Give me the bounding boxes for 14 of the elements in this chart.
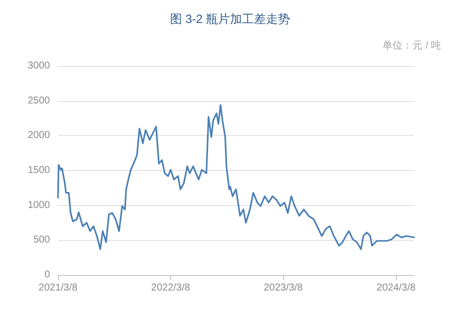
x-tick-label: 2024/3/8 — [376, 282, 416, 294]
y-tick-label: 2500 — [28, 95, 50, 106]
y-tick-label: 3000 — [28, 60, 50, 72]
y-axis-title: 单位：元 / 吨 — [382, 40, 442, 52]
chart-title: 图 3-2 瓶片加工差走势 — [170, 12, 290, 26]
y-tick-label: 1000 — [28, 200, 50, 211]
y-tick-label: 0 — [44, 270, 50, 280]
line-series — [57, 104, 415, 250]
x-tick-label: 2022/3/8 — [151, 282, 190, 294]
y-tick-label: 500 — [33, 234, 50, 246]
y-tick-label: 2000 — [28, 130, 50, 142]
x-tick-label: 2023/3/8 — [264, 282, 304, 294]
x-tick-label: 2021/3/8 — [38, 282, 78, 294]
y-tick-label: 1500 — [28, 165, 50, 176]
